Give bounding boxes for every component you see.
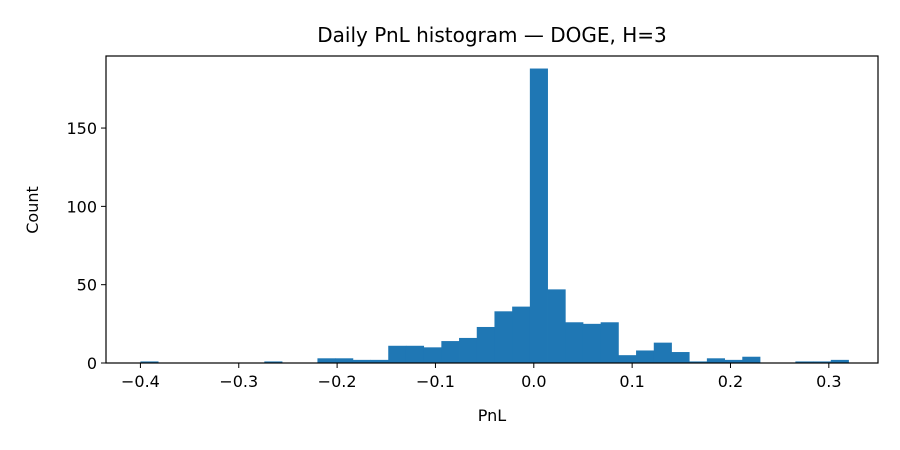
histogram-bar-10 [317, 358, 336, 363]
x-tick-label: 0.1 [619, 372, 644, 391]
histogram-bar-7 [264, 361, 283, 363]
histogram-bar-23 [547, 289, 566, 363]
y-tick-label: 100 [66, 197, 97, 216]
histogram-bar-39 [830, 359, 849, 363]
histogram-bar-16 [423, 347, 442, 363]
histogram-bar-20 [494, 311, 513, 363]
histogram-bar-24 [565, 322, 584, 363]
histogram-bar-21 [512, 306, 531, 363]
histogram-bar-31 [689, 361, 708, 363]
histogram-bar-19 [476, 326, 495, 363]
histogram-bar-0 [140, 361, 159, 363]
y-axis: 0 50 100 150 [66, 119, 106, 373]
histogram-bar-22 [529, 68, 548, 363]
x-tick-label: −0.1 [416, 372, 455, 391]
x-tick-label: 0.2 [718, 372, 743, 391]
histogram-bar-11 [335, 358, 354, 363]
histogram-bar-32 [706, 358, 725, 363]
plot-frame [105, 55, 879, 364]
chart-title: Daily PnL histogram — DOGE, H=3 [317, 23, 666, 47]
histogram-bar-26 [600, 322, 619, 363]
histogram-bar-14 [388, 345, 407, 363]
histogram-bar-17 [441, 341, 460, 363]
y-axis-label: Count [23, 186, 42, 234]
histogram-bar-38 [813, 361, 832, 363]
y-tick-label: 50 [77, 276, 97, 295]
x-tick-label: 0.3 [816, 372, 841, 391]
histogram-bar-34 [742, 356, 761, 363]
histogram-bar-25 [582, 323, 602, 363]
histogram-bar-37 [795, 361, 814, 363]
histogram-bar-27 [618, 355, 637, 363]
histogram-bar-18 [459, 337, 478, 363]
x-tick-label: −0.4 [121, 372, 160, 391]
bars-group [140, 68, 849, 363]
x-axis: −0.4 −0.3 −0.2 −0.1 0.0 0.1 0.2 0.3 [121, 363, 842, 391]
x-tick-label: 0.0 [521, 372, 546, 391]
y-tick-label: 150 [66, 119, 97, 138]
x-axis-label: PnL [478, 406, 507, 425]
histogram-bar-33 [724, 359, 743, 363]
y-tick-label: 0 [87, 354, 97, 373]
x-tick-label: −0.3 [219, 372, 258, 391]
histogram-bar-29 [653, 342, 672, 363]
histogram-bar-13 [370, 359, 389, 363]
histogram-bar-12 [352, 359, 371, 363]
x-tick-label: −0.2 [318, 372, 357, 391]
histogram-bar-30 [671, 352, 690, 363]
histogram-bar-15 [405, 345, 425, 363]
histogram-bar-28 [636, 350, 655, 363]
